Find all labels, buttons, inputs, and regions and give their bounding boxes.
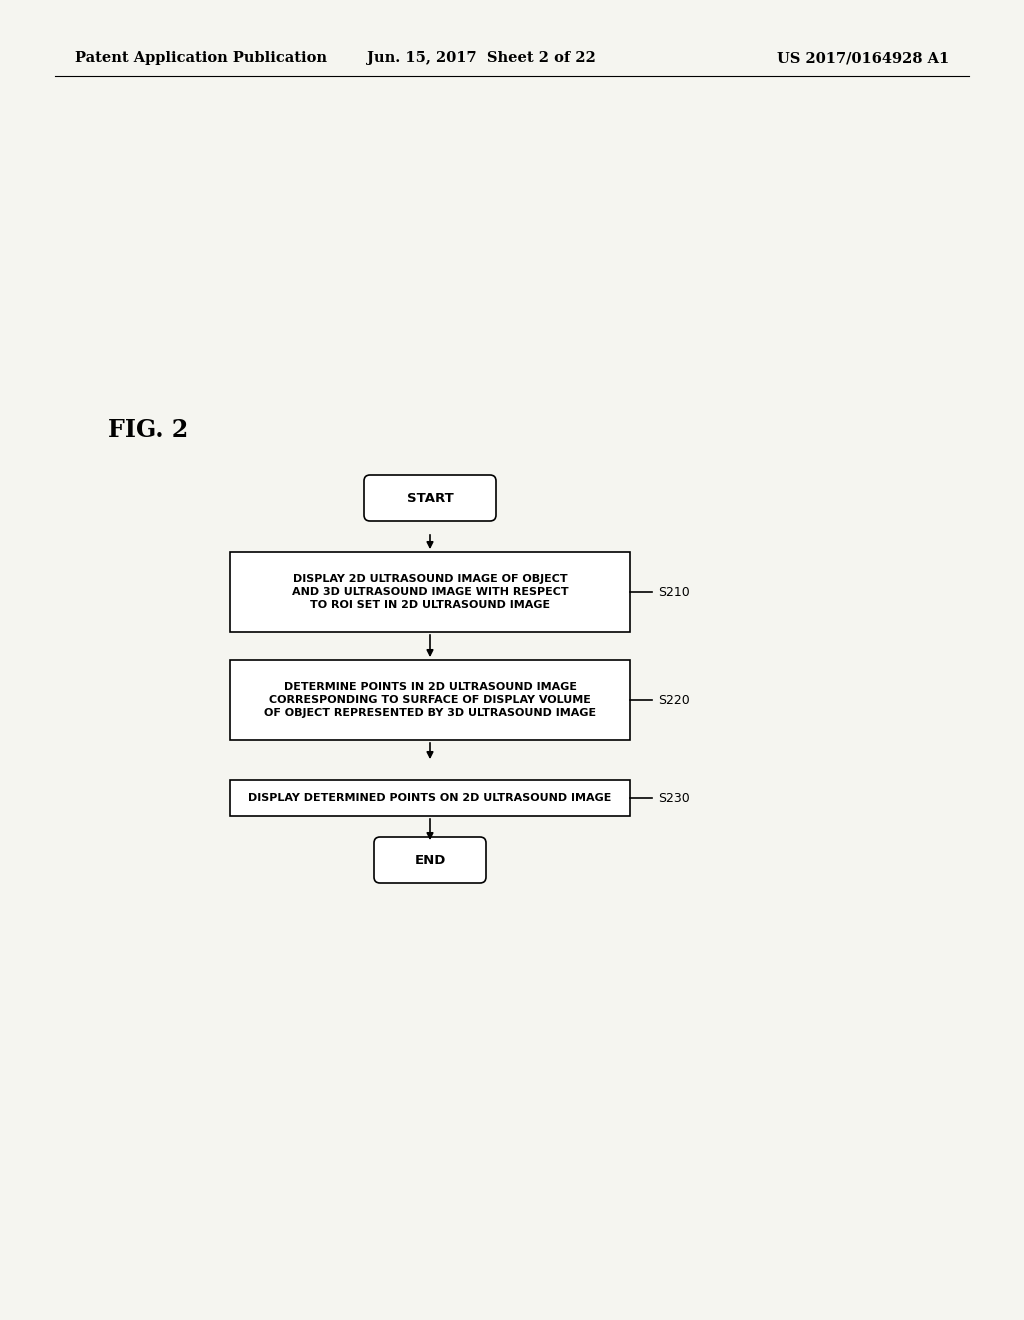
FancyBboxPatch shape bbox=[364, 475, 496, 521]
Text: DETERMINE POINTS IN 2D ULTRASOUND IMAGE
CORRESPONDING TO SURFACE OF DISPLAY VOLU: DETERMINE POINTS IN 2D ULTRASOUND IMAGE … bbox=[264, 682, 596, 718]
FancyBboxPatch shape bbox=[374, 837, 486, 883]
Text: S210: S210 bbox=[658, 586, 690, 598]
Text: S220: S220 bbox=[658, 693, 690, 706]
Text: S230: S230 bbox=[658, 792, 690, 804]
Text: FIG. 2: FIG. 2 bbox=[108, 418, 188, 442]
Text: US 2017/0164928 A1: US 2017/0164928 A1 bbox=[777, 51, 949, 65]
Text: START: START bbox=[407, 491, 454, 504]
Text: DISPLAY 2D ULTRASOUND IMAGE OF OBJECT
AND 3D ULTRASOUND IMAGE WITH RESPECT
TO RO: DISPLAY 2D ULTRASOUND IMAGE OF OBJECT AN… bbox=[292, 574, 568, 610]
FancyBboxPatch shape bbox=[230, 552, 630, 632]
Text: Jun. 15, 2017  Sheet 2 of 22: Jun. 15, 2017 Sheet 2 of 22 bbox=[367, 51, 596, 65]
Text: END: END bbox=[415, 854, 445, 866]
FancyBboxPatch shape bbox=[230, 780, 630, 816]
Text: Patent Application Publication: Patent Application Publication bbox=[75, 51, 327, 65]
FancyBboxPatch shape bbox=[230, 660, 630, 741]
Text: DISPLAY DETERMINED POINTS ON 2D ULTRASOUND IMAGE: DISPLAY DETERMINED POINTS ON 2D ULTRASOU… bbox=[248, 793, 611, 803]
